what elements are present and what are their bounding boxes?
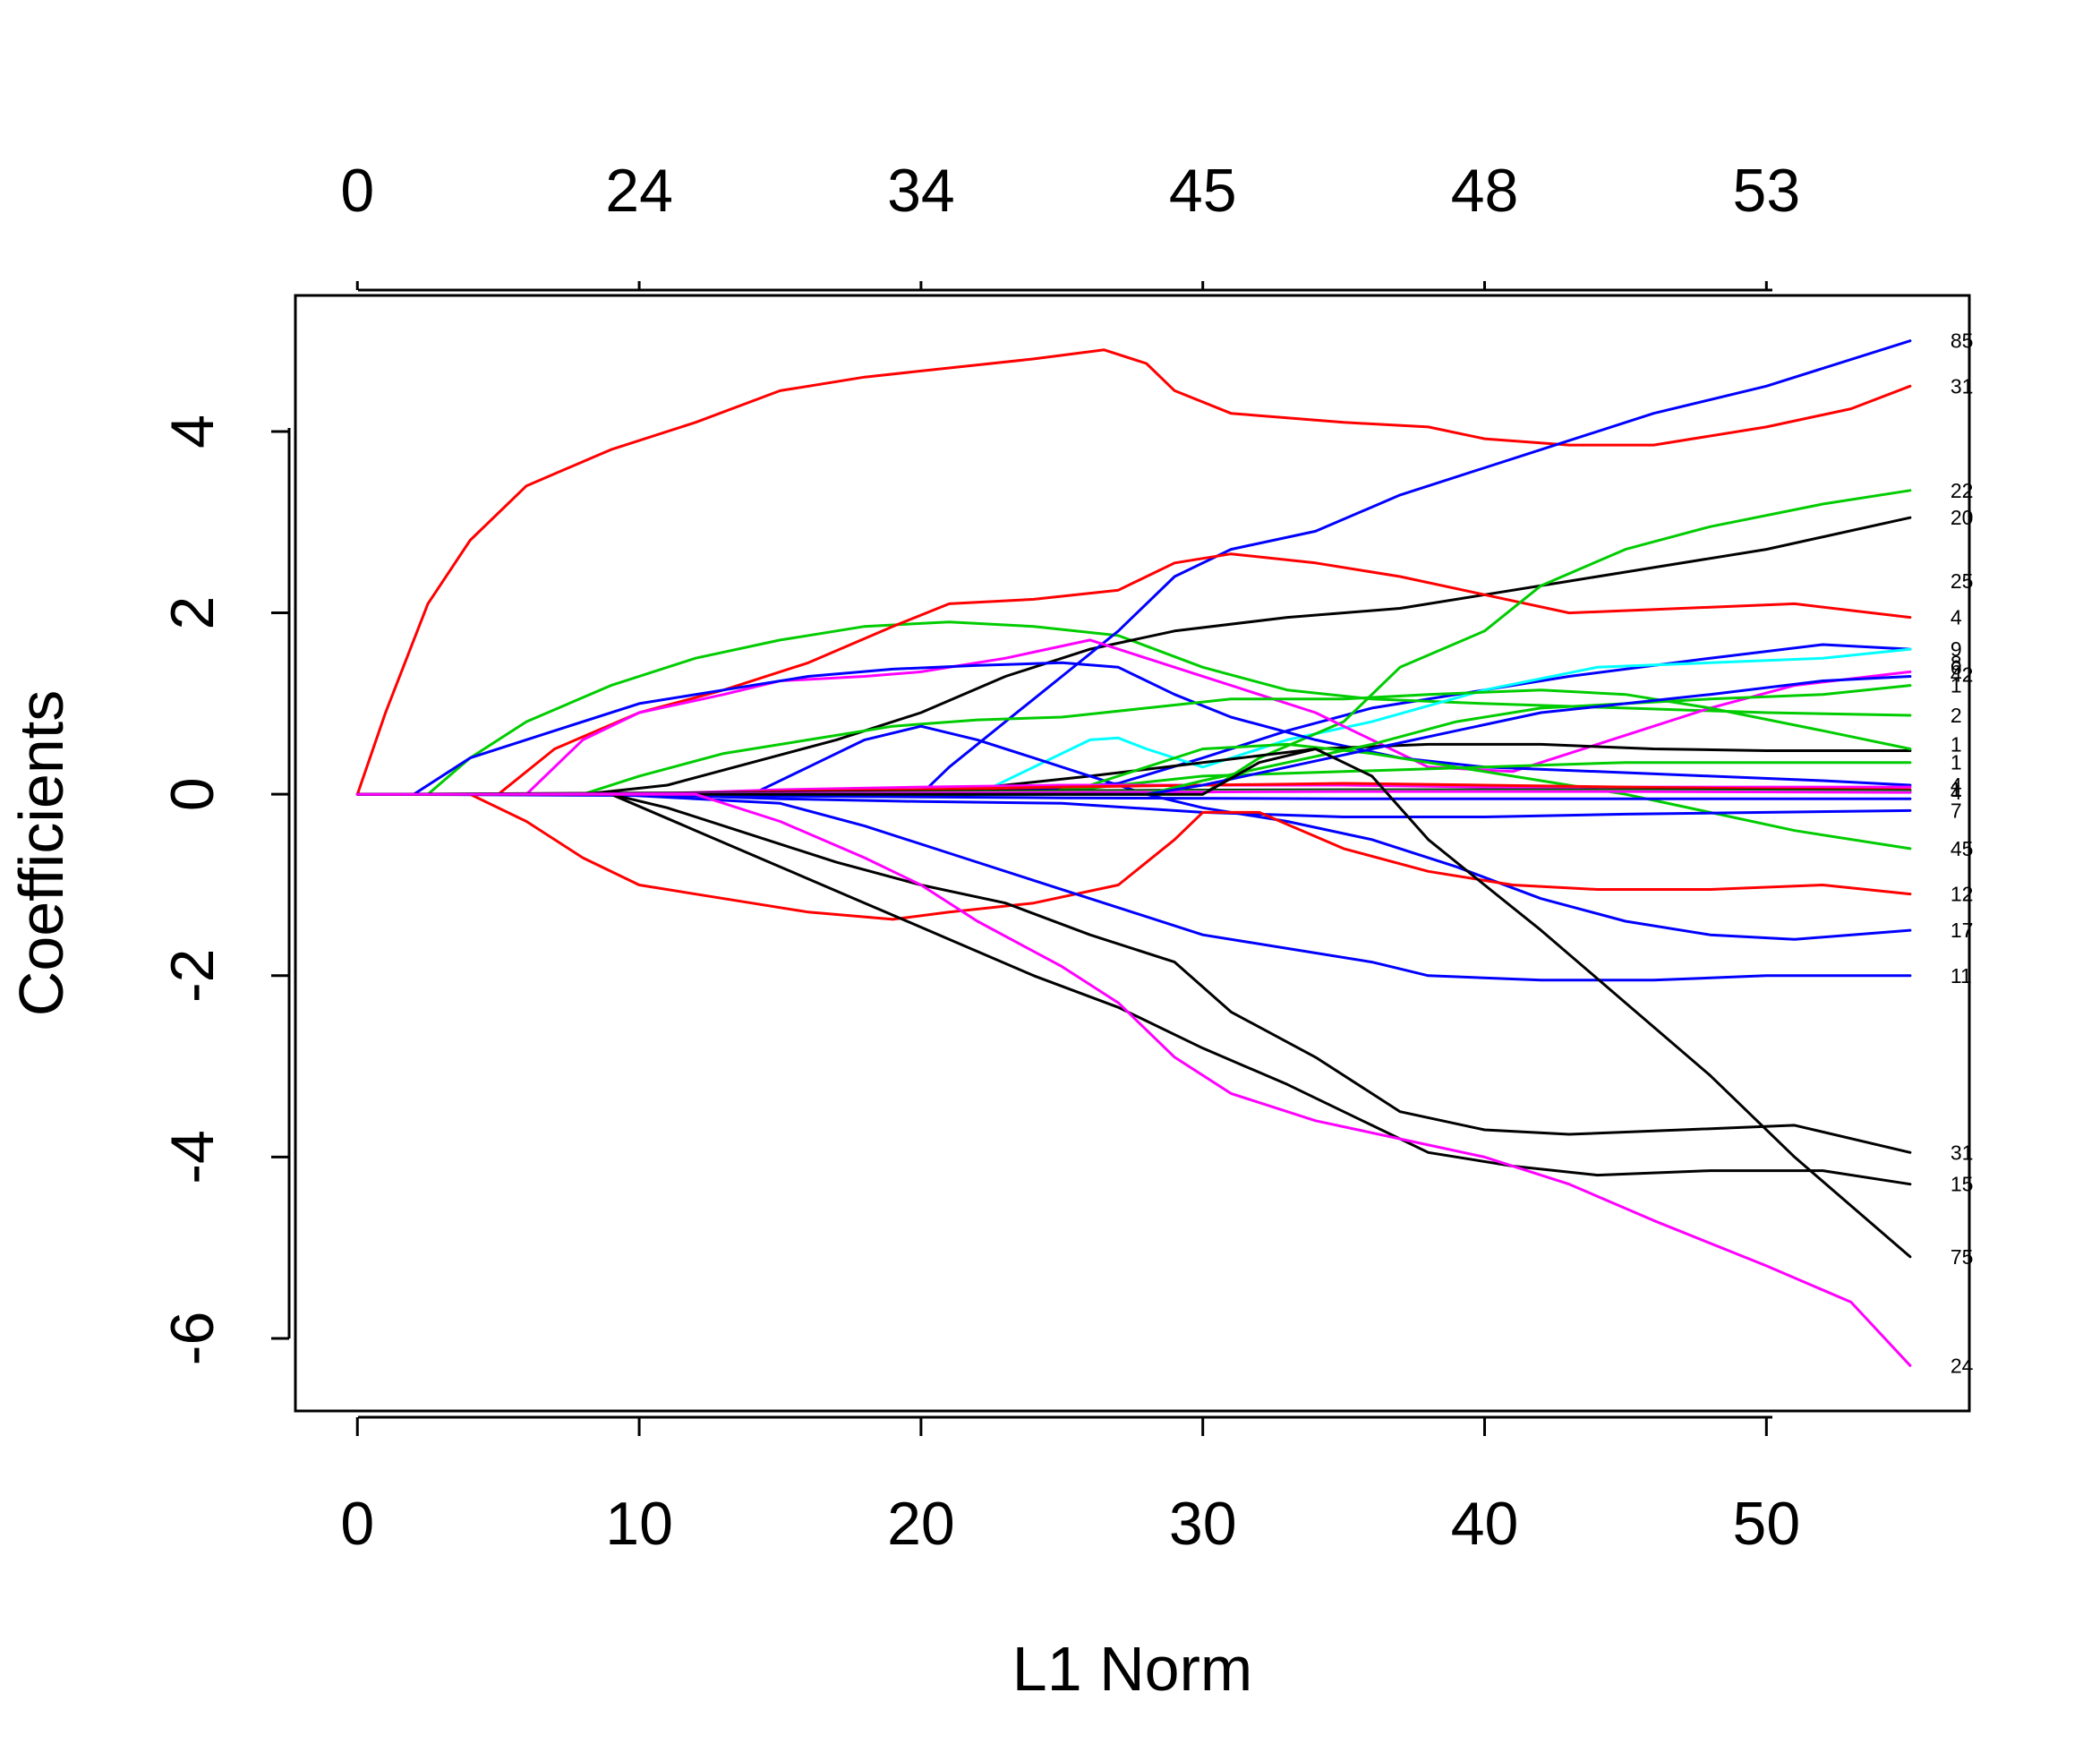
series-end-label: 15 bbox=[1951, 1173, 1974, 1196]
x-tick-label: 10 bbox=[605, 1490, 673, 1558]
series-end-label: 31 bbox=[1951, 374, 1974, 398]
series-end-label: 4 bbox=[1951, 781, 1962, 804]
series-line bbox=[355, 688, 1912, 796]
series-line bbox=[355, 792, 1912, 982]
y-tick-label: 4 bbox=[158, 415, 226, 449]
top-tick-label: 24 bbox=[605, 157, 673, 225]
series-end-label: 1 bbox=[1951, 674, 1962, 697]
series-line bbox=[355, 684, 1912, 796]
series-end-label: 75 bbox=[1951, 1245, 1974, 1269]
series-line bbox=[355, 339, 1912, 796]
top-axis-ticks: 0 24 34 45 48 53 bbox=[340, 157, 1800, 290]
y-tick-label: 2 bbox=[158, 596, 226, 630]
top-tick-label: 45 bbox=[1169, 157, 1237, 225]
top-tick-label: 34 bbox=[887, 157, 955, 225]
series-line bbox=[355, 638, 1912, 796]
series-line bbox=[355, 620, 1912, 796]
y-tick-label: 0 bbox=[158, 777, 226, 811]
bottom-axis: 0 10 20 30 40 50 bbox=[340, 1415, 1800, 1558]
y-axis-title: Coefficients bbox=[6, 690, 76, 1016]
series-layer bbox=[355, 339, 1912, 1367]
series-end-label: 1 bbox=[1951, 732, 1962, 756]
series-end-label: 1 bbox=[1951, 778, 1962, 801]
y-tick-label: -2 bbox=[158, 949, 226, 1003]
y-tick-label: -6 bbox=[158, 1312, 226, 1365]
series-line bbox=[355, 516, 1912, 796]
plot-frame bbox=[294, 294, 1971, 1413]
series-end-label: 85 bbox=[1951, 329, 1974, 353]
series-line bbox=[355, 647, 1912, 796]
series-end-label: 11 bbox=[1951, 964, 1972, 987]
series-end-label: 7 bbox=[1951, 799, 1962, 822]
series-line bbox=[355, 792, 1912, 1186]
top-tick-label: 53 bbox=[1733, 157, 1801, 225]
series-line bbox=[355, 675, 1912, 796]
series-end-label: 2 bbox=[1951, 704, 1962, 727]
series-line bbox=[355, 792, 1912, 1367]
left-axis: -6 -4 -2 0 2 4 bbox=[158, 415, 291, 1365]
series-line bbox=[355, 661, 1912, 796]
series-end-label: 4 bbox=[1951, 606, 1962, 629]
series-end-label: 1 bbox=[1951, 751, 1962, 774]
x-tick-label: 0 bbox=[340, 1490, 374, 1558]
x-tick-label: 50 bbox=[1733, 1490, 1801, 1558]
x-tick-label: 40 bbox=[1451, 1490, 1519, 1558]
series-end-label: 20 bbox=[1951, 506, 1974, 529]
series-end-label: 24 bbox=[1951, 1354, 1974, 1377]
series-end-label: 8 bbox=[1951, 651, 1962, 674]
series-end-label: 25 bbox=[1951, 569, 1974, 593]
x-tick-label: 20 bbox=[887, 1490, 955, 1558]
top-axis: 0 24 34 45 48 53 bbox=[340, 157, 1800, 292]
series-line bbox=[355, 348, 1912, 796]
series-end-label: 22 bbox=[1951, 479, 1974, 502]
series-line bbox=[355, 792, 1912, 1154]
series-end-label: 42 bbox=[1951, 663, 1974, 686]
y-tick-label: -4 bbox=[158, 1130, 226, 1184]
series-end-label: 6 bbox=[1951, 655, 1962, 679]
left-axis-ticks: -6 -4 -2 0 2 4 bbox=[158, 415, 289, 1365]
bottom-axis-ticks: 0 10 20 30 40 50 bbox=[340, 1417, 1800, 1558]
series-line bbox=[355, 792, 1912, 921]
series-end-label: 4 bbox=[1951, 774, 1962, 797]
series-end-label: 45 bbox=[1951, 837, 1974, 860]
series-line bbox=[355, 724, 1912, 941]
top-tick-label: 0 bbox=[340, 157, 374, 225]
x-axis-title: L1 Norm bbox=[1012, 1634, 1252, 1704]
series-end-label: 12 bbox=[1951, 883, 1974, 906]
series-line bbox=[355, 748, 1912, 1259]
x-tick-label: 30 bbox=[1169, 1490, 1237, 1558]
series-end-label: 31 bbox=[1951, 1141, 1974, 1164]
series-line bbox=[355, 489, 1912, 796]
top-tick-label: 48 bbox=[1451, 157, 1519, 225]
series-end-label: 17 bbox=[1951, 919, 1974, 942]
series-end-label: 9 bbox=[1951, 637, 1962, 661]
